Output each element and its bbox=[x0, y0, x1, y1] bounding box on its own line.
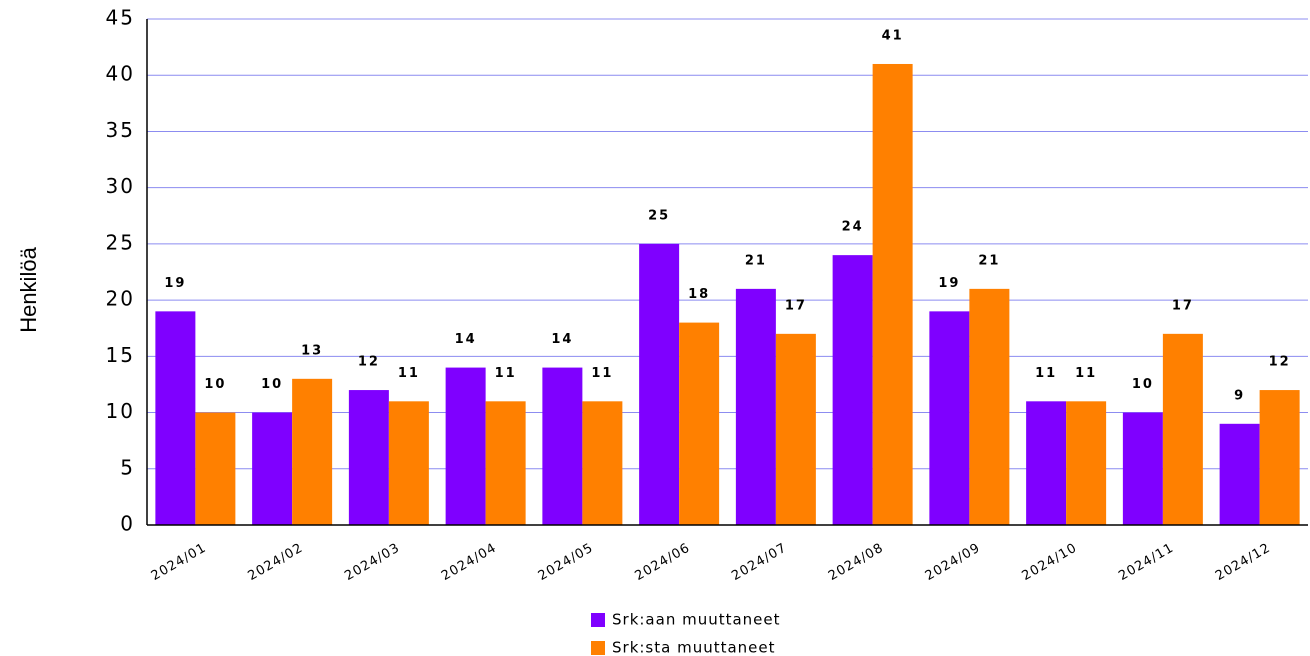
bar bbox=[1162, 333, 1203, 525]
data-label: 17 bbox=[785, 298, 807, 313]
data-label: 21 bbox=[978, 253, 1000, 268]
data-label: 11 bbox=[1075, 366, 1097, 381]
x-tick-label: 2024/04 bbox=[439, 541, 499, 584]
bar bbox=[252, 412, 293, 525]
legend-swatch bbox=[591, 641, 605, 655]
data-label: 9 bbox=[1234, 388, 1245, 403]
bar bbox=[1122, 412, 1163, 525]
bar bbox=[929, 311, 970, 525]
y-axis-label: Henkilöä bbox=[16, 246, 41, 332]
x-tick-label: 2024/03 bbox=[342, 541, 402, 584]
x-tick-label: 2024/11 bbox=[1116, 541, 1176, 584]
bar bbox=[969, 288, 1010, 525]
legend-label: Srk:aan muuttaneet bbox=[612, 611, 781, 629]
bar bbox=[155, 311, 196, 525]
bar bbox=[1259, 390, 1300, 525]
data-label: 19 bbox=[164, 276, 186, 291]
bar bbox=[1026, 401, 1067, 525]
y-tick-label: 5 bbox=[120, 455, 135, 479]
legend-label: Srk:sta muuttaneet bbox=[612, 639, 776, 656]
data-label: 10 bbox=[204, 377, 226, 392]
bar bbox=[1066, 401, 1107, 525]
bar bbox=[195, 412, 236, 525]
bar bbox=[542, 367, 583, 525]
data-label: 14 bbox=[551, 332, 573, 347]
x-tick-label: 2024/12 bbox=[1213, 541, 1273, 584]
data-label: 19 bbox=[938, 276, 960, 291]
bar bbox=[485, 401, 526, 525]
x-tick-label: 2024/02 bbox=[246, 541, 306, 584]
data-label: 24 bbox=[842, 220, 864, 235]
bar bbox=[735, 288, 776, 525]
bar bbox=[679, 322, 720, 525]
bar bbox=[292, 378, 333, 525]
data-label: 41 bbox=[882, 28, 904, 43]
x-tick-label: 2024/10 bbox=[1020, 541, 1080, 584]
data-label: 21 bbox=[745, 253, 767, 268]
y-tick-label: 40 bbox=[106, 62, 135, 86]
x-tick-label: 2024/09 bbox=[923, 541, 983, 584]
data-label: 13 bbox=[301, 343, 323, 358]
y-tick-label: 10 bbox=[106, 399, 135, 423]
data-label: 11 bbox=[591, 366, 613, 381]
data-label: 11 bbox=[398, 366, 420, 381]
bar bbox=[445, 367, 486, 525]
legend-swatch bbox=[591, 613, 605, 627]
bar bbox=[1219, 423, 1260, 525]
y-tick-label: 0 bbox=[120, 512, 135, 536]
y-tick-label: 45 bbox=[106, 6, 135, 30]
x-tick-label: 2024/05 bbox=[536, 541, 596, 584]
x-tick-label: 2024/07 bbox=[729, 541, 789, 584]
y-tick-label: 20 bbox=[106, 287, 135, 311]
x-tick-label: 2024/06 bbox=[633, 541, 693, 584]
bar bbox=[348, 390, 389, 525]
data-label: 25 bbox=[648, 208, 670, 223]
bar bbox=[872, 63, 913, 525]
y-tick-label: 25 bbox=[106, 230, 135, 254]
data-label: 10 bbox=[1132, 377, 1154, 392]
data-label: 17 bbox=[1172, 298, 1194, 313]
x-tick-label: 2024/01 bbox=[149, 541, 209, 584]
data-label: 12 bbox=[1269, 355, 1291, 370]
data-label: 12 bbox=[358, 355, 380, 370]
data-label: 11 bbox=[1035, 366, 1057, 381]
bar bbox=[639, 243, 680, 525]
bar bbox=[388, 401, 429, 525]
x-tick-label: 2024/08 bbox=[826, 541, 886, 584]
y-tick-label: 15 bbox=[106, 343, 135, 367]
bar bbox=[832, 255, 873, 525]
data-label: 10 bbox=[261, 377, 283, 392]
data-label: 14 bbox=[455, 332, 477, 347]
bar bbox=[775, 333, 816, 525]
y-tick-label: 30 bbox=[106, 174, 135, 198]
data-label: 18 bbox=[688, 287, 710, 302]
data-label: 11 bbox=[495, 366, 517, 381]
bar bbox=[582, 401, 623, 525]
y-tick-label: 35 bbox=[106, 118, 135, 142]
